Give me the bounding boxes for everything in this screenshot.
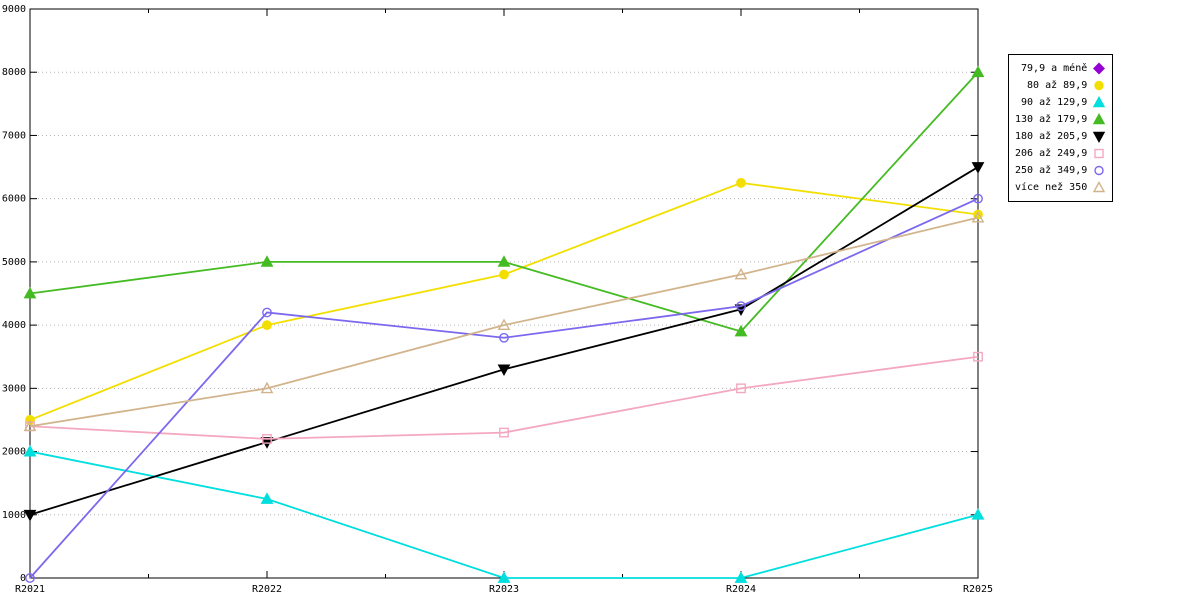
data-point-triangle-icon bbox=[260, 381, 274, 394]
y-tick-label: 6000 bbox=[2, 194, 26, 205]
data-point-triangle-icon bbox=[23, 444, 37, 457]
y-tick-label: 5000 bbox=[2, 257, 26, 268]
data-point-triangle-down-icon bbox=[1093, 131, 1106, 143]
data-point-triangle-icon bbox=[260, 492, 274, 504]
x-tick-label: R2023 bbox=[489, 584, 519, 595]
legend-label: 80 až 89,9 bbox=[1027, 80, 1088, 91]
legend-marker-triangle-down-icon bbox=[1093, 131, 1106, 143]
series-line bbox=[29, 216, 979, 428]
y-tick-label: 8000 bbox=[2, 67, 26, 78]
legend-item: 90 až 129,9 bbox=[1015, 94, 1106, 111]
x-tick-label: R2025 bbox=[963, 584, 993, 595]
series-line bbox=[29, 355, 979, 440]
data-point-triangle-down-icon bbox=[497, 364, 511, 377]
data-point-circle-icon bbox=[973, 193, 983, 204]
data-point-circle-icon bbox=[262, 320, 272, 331]
data-point-triangle-down-icon bbox=[23, 509, 37, 522]
legend-label: 180 až 205,9 bbox=[1015, 131, 1088, 142]
legend-item: 79,9 a méně bbox=[1015, 60, 1106, 77]
data-point-square-icon bbox=[1094, 148, 1104, 159]
y-tick-label: 1000 bbox=[2, 510, 26, 521]
data-point-circle-icon bbox=[262, 307, 272, 318]
plot-border bbox=[29, 8, 979, 579]
data-point-square-icon bbox=[973, 351, 983, 362]
legend-marker-triangle-icon bbox=[1093, 113, 1106, 125]
legend: 79,9 a méně 80 až 89,9 90 až 129,9 130 až 1… bbox=[1008, 54, 1114, 202]
legend-item: více než 350 bbox=[1015, 179, 1106, 196]
series-line bbox=[29, 166, 979, 516]
legend-label: více než 350 bbox=[1015, 182, 1088, 193]
legend-item: 80 až 89,9 bbox=[1015, 77, 1106, 94]
legend-label: 250 až 349,9 bbox=[1015, 165, 1088, 176]
data-point-circle-icon bbox=[499, 269, 509, 280]
data-point-triangle-icon bbox=[23, 419, 37, 432]
data-point-square-icon bbox=[499, 427, 509, 438]
legend-item: 130 až 179,9 bbox=[1015, 111, 1106, 128]
legend-item: 250 až 349,9 bbox=[1015, 162, 1106, 179]
legend-label: 206 až 249,9 bbox=[1015, 148, 1088, 159]
legend-marker-diamond-icon bbox=[1093, 62, 1106, 75]
data-point-circle-icon bbox=[499, 332, 509, 343]
data-point-triangle-icon bbox=[734, 571, 748, 583]
legend-marker-circle-icon bbox=[1094, 80, 1104, 91]
series-line bbox=[29, 71, 979, 333]
legend-label: 90 až 129,9 bbox=[1021, 97, 1088, 108]
y-tick-label: 0 bbox=[20, 573, 26, 584]
data-point-triangle-icon bbox=[1093, 96, 1106, 108]
data-point-triangle-icon bbox=[971, 210, 985, 223]
y-tick-label: 2000 bbox=[2, 447, 26, 458]
y-tick-label: 7000 bbox=[2, 130, 26, 141]
data-point-triangle-icon bbox=[734, 324, 748, 337]
legend-marker-square-icon bbox=[1094, 148, 1104, 159]
legend-item: 206 až 249,9 bbox=[1015, 145, 1106, 162]
data-point-triangle-icon bbox=[497, 255, 511, 267]
data-point-circle-icon bbox=[1094, 165, 1104, 176]
data-point-triangle-icon bbox=[1093, 113, 1106, 125]
data-point-triangle-down-icon bbox=[971, 162, 985, 174]
data-point-triangle-icon bbox=[971, 65, 985, 78]
legend-marker-triangle-icon bbox=[1093, 181, 1106, 193]
legend-marker-circle-icon bbox=[1094, 165, 1104, 176]
data-point-triangle-icon bbox=[23, 286, 37, 299]
data-point-triangle-icon bbox=[497, 318, 511, 331]
series-line bbox=[29, 181, 979, 421]
legend-label: 79,9 a méně bbox=[1021, 63, 1088, 74]
data-point-triangle-icon bbox=[734, 267, 748, 280]
data-point-circle-icon bbox=[1094, 80, 1104, 91]
legend-marker-triangle-icon bbox=[1093, 96, 1106, 108]
x-tick-label: R2021 bbox=[15, 584, 45, 595]
y-tick-label: 9000 bbox=[2, 4, 26, 15]
legend-item: 180 až 205,9 bbox=[1015, 128, 1106, 145]
data-point-square-icon bbox=[262, 434, 272, 444]
data-point-triangle-icon bbox=[1093, 181, 1106, 193]
data-point-circle-icon bbox=[736, 177, 746, 188]
y-tick-label: 4000 bbox=[2, 320, 26, 331]
data-point-circle-icon bbox=[736, 301, 746, 312]
data-point-square-icon bbox=[736, 383, 746, 394]
legend-label: 130 až 179,9 bbox=[1015, 114, 1088, 125]
x-tick-label: R2022 bbox=[252, 584, 282, 595]
data-point-triangle-icon bbox=[971, 508, 985, 520]
y-tick-label: 3000 bbox=[2, 383, 26, 394]
data-point-triangle-icon bbox=[497, 571, 511, 583]
data-point-triangle-icon bbox=[260, 255, 274, 267]
data-point-circle-icon bbox=[25, 573, 35, 583]
x-tick-label: R2024 bbox=[726, 584, 756, 595]
data-point-diamond-icon bbox=[1093, 62, 1106, 75]
